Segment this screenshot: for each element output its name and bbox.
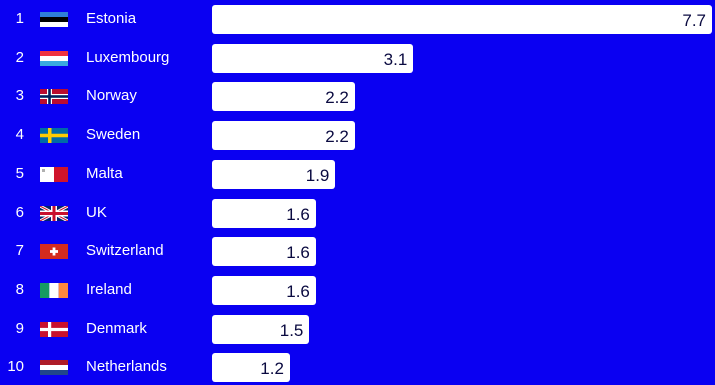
- value-label: 1.6: [286, 281, 310, 301]
- rank-label: 3: [15, 87, 24, 105]
- value-label: 1.9: [305, 165, 330, 185]
- country-label: Netherlands: [86, 358, 167, 376]
- bar-row: 2 Luxembourg 3.1: [0, 41, 715, 75]
- netherlands-flag-icon: [40, 360, 68, 376]
- bar: 1.9: [212, 159, 336, 189]
- sweden-flag-icon: [40, 128, 68, 144]
- bar: 1.6: [212, 198, 316, 228]
- bar: 1.6: [212, 237, 316, 267]
- bar: 1.2: [212, 353, 290, 383]
- country-label: Norway: [86, 87, 137, 105]
- country-label: Luxembourg: [86, 48, 170, 66]
- bar: 3.1: [212, 43, 414, 73]
- ireland-flag-icon: [40, 282, 68, 298]
- value-label: 1.5: [279, 320, 304, 340]
- bar: 2.2: [212, 82, 355, 112]
- estonia-flag-icon: [40, 12, 68, 27]
- bar: 2.2: [212, 121, 355, 151]
- country-label: Ireland: [86, 280, 132, 298]
- rank-label: 10: [7, 358, 24, 376]
- value-label: 1.2: [260, 359, 284, 379]
- country-label: Malta: [86, 164, 123, 182]
- bar-row: 10 Netherlands 1.2: [0, 350, 715, 384]
- rank-label: 8: [15, 280, 24, 298]
- luxembourg-flag-icon: [40, 50, 68, 66]
- value-label: 1.6: [286, 204, 310, 224]
- rank-label: 6: [15, 203, 24, 221]
- bar-row: 1 Estonia 7.7: [0, 2, 715, 36]
- bar: 1.5: [212, 314, 310, 344]
- country-label: Sweden: [86, 126, 141, 144]
- value-label: 2.2: [325, 88, 349, 108]
- bar-row: 8 Ireland 1.6: [0, 273, 715, 307]
- rank-label: 5: [15, 164, 24, 182]
- uk-flag-icon: [40, 205, 68, 221]
- denmark-flag-icon: [40, 321, 68, 337]
- switzerland-flag-icon: [40, 244, 68, 260]
- bar-row: 5 Malta 1.9: [0, 157, 715, 191]
- country-label: Denmark: [86, 319, 147, 337]
- value-label: 3.1: [383, 49, 408, 69]
- bar-row: 7 Switzerland 1.6: [0, 234, 715, 268]
- bar-row: 4 Sweden 2.2: [0, 118, 715, 152]
- bar: 1.6: [212, 275, 316, 305]
- rank-label: 1: [15, 10, 24, 27]
- value-label: 7.7: [682, 11, 706, 30]
- country-label: Switzerland: [86, 242, 164, 260]
- rank-label: 2: [15, 48, 24, 66]
- value-label: 1.6: [286, 243, 310, 263]
- bar-row: 3 Norway 2.2: [0, 79, 715, 113]
- bar-row: 9 Denmark 1.5: [0, 312, 715, 346]
- malta-flag-icon: [40, 166, 68, 182]
- value-label: 2.2: [325, 127, 349, 147]
- country-label: Estonia: [86, 10, 137, 27]
- rank-label: 4: [15, 126, 24, 144]
- norway-flag-icon: [40, 89, 68, 105]
- rank-label: 7: [15, 242, 24, 260]
- bar: 7.7: [212, 5, 712, 34]
- country-label: UK: [86, 203, 107, 221]
- rank-label: 9: [15, 319, 24, 337]
- bar-row: 6 UK 1.6: [0, 196, 715, 230]
